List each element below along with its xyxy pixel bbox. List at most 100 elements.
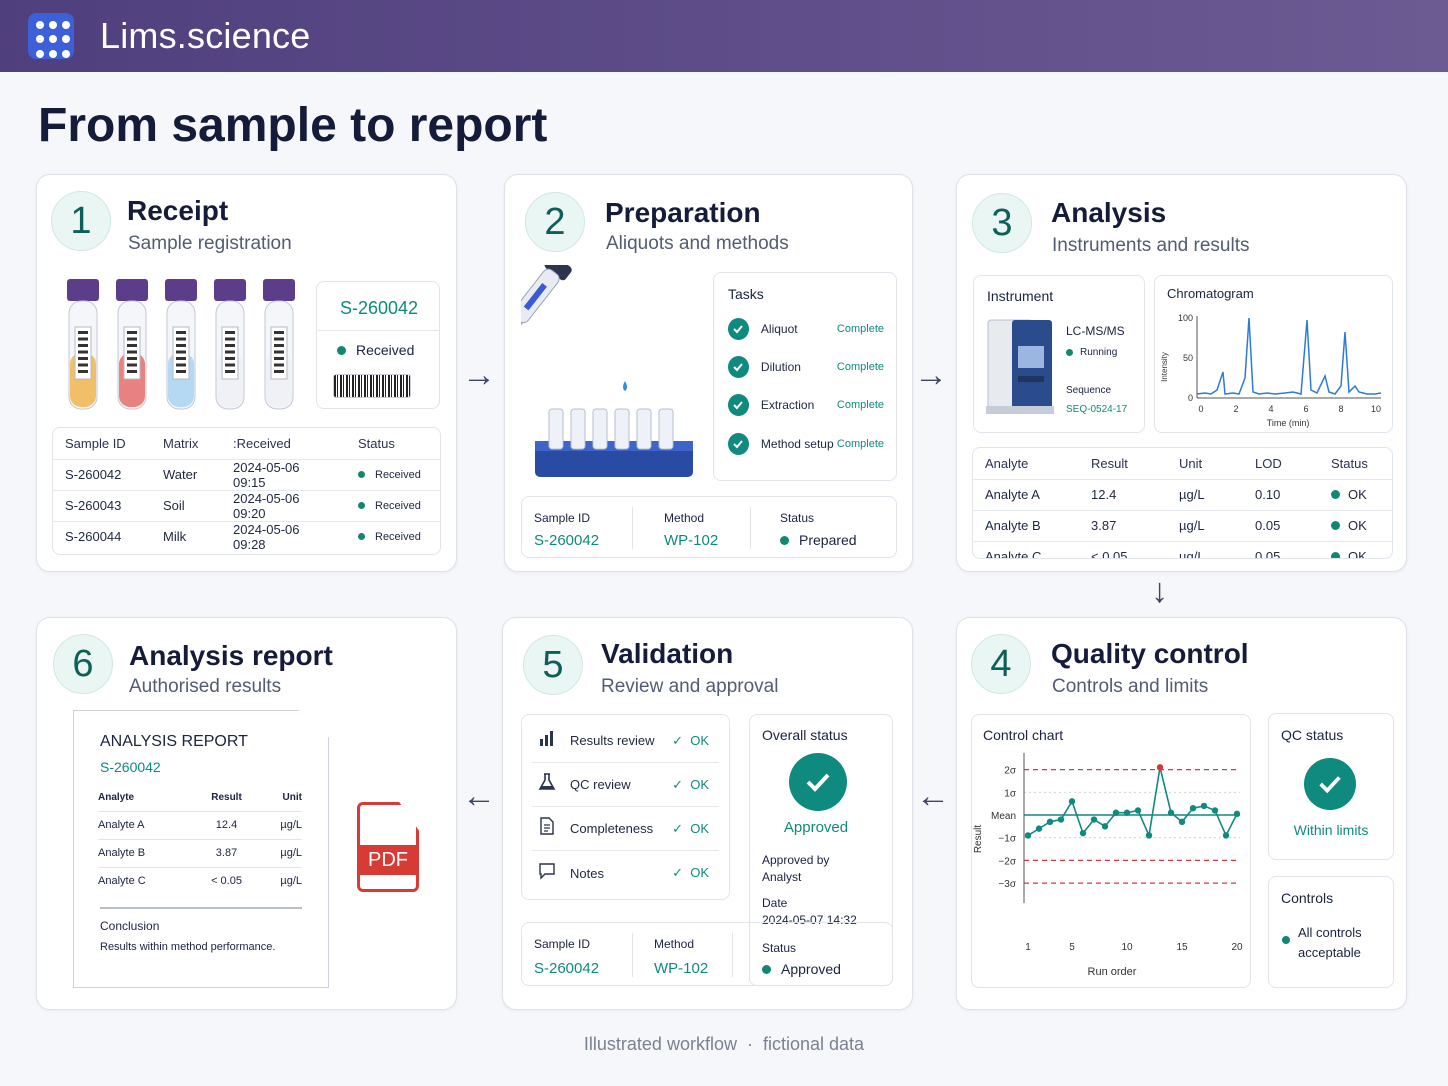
check-icon: [728, 318, 749, 340]
result-cell: < 0.05: [1091, 549, 1128, 559]
controls-title: Controls: [1281, 890, 1334, 906]
control-point[interactable]: [1101, 823, 1109, 830]
qc-card: 4 Quality control Controls and limits Co…: [956, 617, 1407, 1010]
sequence-value[interactable]: SEQ-0524-17: [1066, 404, 1128, 415]
analyte-cell: Analyte C: [985, 549, 1042, 559]
x-tick: 8: [1338, 404, 1343, 414]
sample-id-value[interactable]: S-260042: [534, 532, 600, 549]
control-point[interactable]: [1035, 825, 1043, 832]
control-point[interactable]: [1211, 807, 1219, 814]
check-item[interactable]: Results review ✓ OK: [532, 719, 719, 763]
qc-status-value: Within limits: [1293, 822, 1369, 838]
y-tick: 3σ: [1004, 753, 1017, 754]
control-point[interactable]: [1024, 832, 1032, 839]
chromatogram-title: Chromatogram: [1167, 286, 1254, 301]
date-value: 2024-05-07 14:32: [762, 913, 857, 927]
comment-icon: [536, 862, 558, 885]
control-point[interactable]: [1046, 818, 1054, 826]
result-cell: < 0.05: [211, 875, 242, 888]
control-point[interactable]: [1200, 802, 1208, 810]
control-point[interactable]: [1090, 816, 1098, 823]
step-title: Analysis report: [129, 640, 333, 671]
status-value: Approved: [762, 961, 841, 977]
status-dot: [337, 345, 346, 355]
check-item[interactable]: Completeness ✓ OK: [532, 807, 719, 851]
preparation-card: 2 Preparation Aliquots and methods Tasks…: [504, 174, 913, 572]
control-point[interactable]: [1112, 809, 1120, 816]
check-item[interactable]: QC review ✓ OK: [532, 763, 719, 807]
status-cell: Received: [346, 490, 440, 522]
control-point[interactable]: [1123, 809, 1131, 816]
control-point[interactable]: [1134, 807, 1142, 814]
chromatogram-xlabel: Time (min): [1267, 418, 1310, 428]
step-number: 6: [53, 634, 113, 694]
lod-cell: 0.10: [1243, 479, 1319, 511]
report-table: Analyte Result Unit Analyte A 12.4 µg/L …: [98, 785, 302, 895]
control-point[interactable]: [1057, 816, 1065, 823]
result-cell: 3.87: [215, 847, 238, 859]
step-subtitle: Sample registration: [128, 233, 292, 254]
method-label: Method: [664, 511, 705, 525]
sample-table: Sample ID Matrix :Received Status S-2600…: [52, 427, 441, 555]
control-point[interactable]: [1222, 832, 1230, 839]
control-point[interactable]: [1233, 810, 1241, 818]
control-point[interactable]: [1189, 804, 1197, 812]
overall-status-panel: Overall status Approved Approved by Anal…: [749, 714, 893, 986]
step-number: 3: [972, 193, 1032, 253]
table-row[interactable]: Analyte C < 0.05 µg/L 0.05 OK: [973, 541, 1392, 559]
step-title: Analysis: [1051, 197, 1167, 228]
control-point[interactable]: [1167, 809, 1175, 816]
step-subtitle: Controls and limits: [1052, 676, 1209, 697]
table-row[interactable]: S-260044 Milk 2024-05-06 09:28 Received: [53, 521, 440, 552]
lod-cell: 0.05: [1243, 510, 1319, 542]
conclusion-text: Results within method performance.: [100, 941, 276, 953]
document-icon: [536, 817, 558, 840]
table-row[interactable]: S-260043 Soil 2024-05-06 09:20 Received: [53, 490, 440, 522]
table-row[interactable]: S-260042 Water 2024-05-06 09:15 Received: [53, 459, 440, 491]
table-row: Analyte B 3.87 µg/L: [98, 839, 302, 867]
report-document[interactable]: ANALYSIS REPORT S-260042 Analyte Result …: [73, 710, 329, 988]
task-item[interactable]: Extraction Complete: [728, 393, 884, 417]
x-tick: 0: [1198, 404, 1203, 414]
task-item[interactable]: Aliquot Complete: [728, 317, 884, 341]
ok-status: ✓ OK: [672, 820, 709, 836]
page-title: From sample to report: [38, 99, 548, 152]
unit-cell: µg/L: [280, 819, 302, 831]
sample-id-link[interactable]: S-260042: [53, 459, 151, 491]
x-tick: 10: [1121, 942, 1133, 953]
y-tick: 50: [1183, 353, 1193, 363]
control-point[interactable]: [1068, 798, 1076, 805]
chromatogram-chart: Intensity 100 50 0 0 2 4 6 8 10 Time (mi…: [1160, 313, 1382, 428]
method-value[interactable]: WP-102: [654, 960, 709, 977]
status-dot: [762, 964, 771, 974]
report-sample-id: S-260042: [100, 759, 161, 775]
analyte-cell: Analyte B: [98, 847, 146, 859]
grid-icon[interactable]: [28, 13, 74, 59]
table-row[interactable]: Analyte B 3.87 µg/L 0.05 OK: [973, 510, 1392, 542]
sample-id-value[interactable]: S-260042: [534, 960, 600, 977]
control-point[interactable]: [1145, 832, 1153, 839]
instrument-title: Instrument: [987, 288, 1054, 304]
sample-id-label: Sample ID: [534, 511, 591, 525]
approved-by-label: Approved by: [762, 853, 830, 867]
flask-icon: [536, 773, 558, 796]
out-of-control-point[interactable]: [1156, 764, 1164, 771]
table-row[interactable]: Analyte A 12.4 µg/L 0.10 OK: [973, 479, 1392, 511]
check-icon: [728, 356, 749, 378]
method-value[interactable]: WP-102: [664, 532, 719, 549]
sample-id-cell[interactable]: S-260043: [53, 490, 151, 522]
task-item[interactable]: Dilution Complete: [728, 355, 884, 379]
pdf-icon[interactable]: PDF: [357, 802, 419, 892]
control-point[interactable]: [1178, 818, 1186, 826]
col-header: :Received: [221, 428, 346, 460]
col-header: Status: [346, 428, 440, 460]
chromatogram-ylabel: Intensity: [1160, 352, 1169, 382]
sample-id-cell[interactable]: S-260044: [65, 529, 122, 545]
step-title: Validation: [601, 638, 734, 669]
table-header: Analyte Result Unit LOD Status: [973, 448, 1392, 480]
y-tick: 0: [1188, 393, 1193, 403]
task-item[interactable]: Method setup Complete: [728, 432, 884, 456]
status-label: Status: [780, 511, 815, 525]
control-point[interactable]: [1079, 829, 1087, 837]
check-item[interactable]: Notes ✓ OK: [532, 851, 719, 895]
